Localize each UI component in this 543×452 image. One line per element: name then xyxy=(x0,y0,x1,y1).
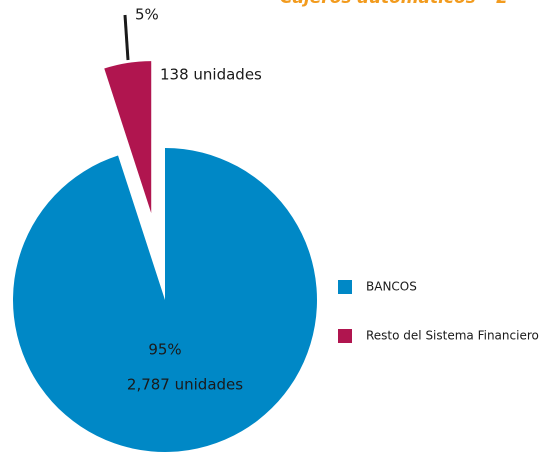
legend-label: Resto del Sistema Financiero xyxy=(366,329,539,343)
value-label: 5% xyxy=(135,6,159,24)
leader-line xyxy=(123,14,130,61)
legend-label: BANCOS xyxy=(366,280,417,294)
chart-title: Cajeros automáticos – 2 xyxy=(280,0,508,8)
unit-label: 2,787 unidades xyxy=(127,376,243,394)
legend-swatch xyxy=(338,329,352,343)
value-label: 95% xyxy=(148,341,181,359)
unit-label: 138 unidades xyxy=(160,66,262,84)
legend-swatch xyxy=(338,280,352,294)
pie-slice xyxy=(13,148,318,452)
pie-slice xyxy=(104,61,152,214)
